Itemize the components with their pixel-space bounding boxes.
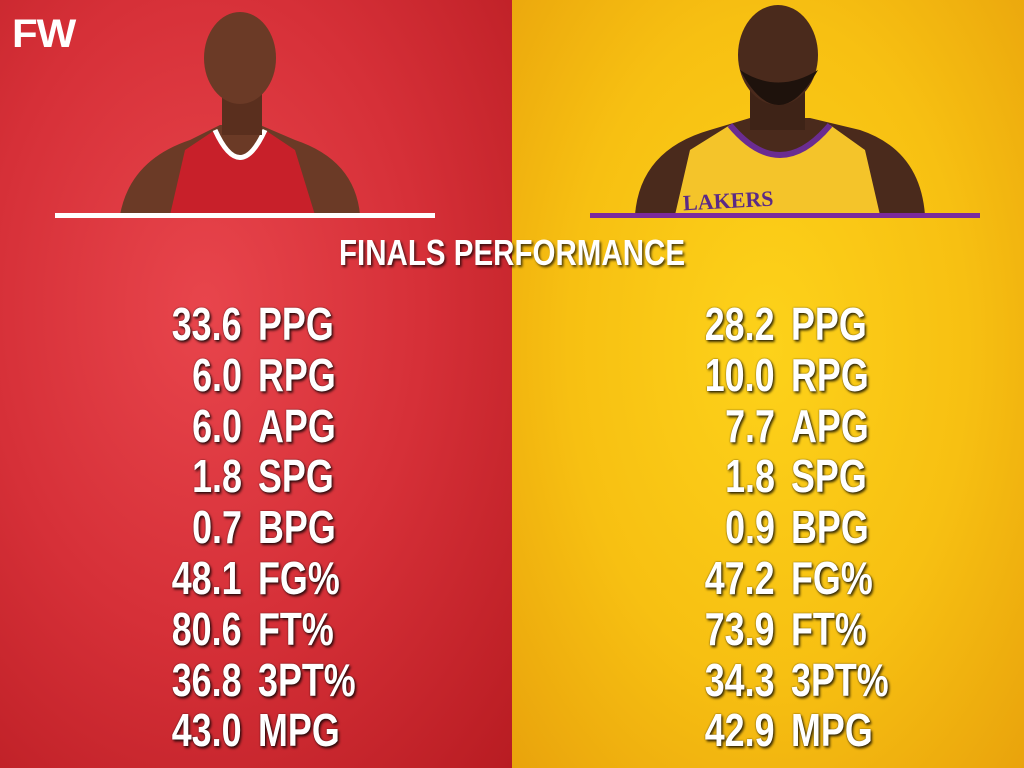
stat-value: 10.0	[705, 348, 775, 401]
right-player-photo	[635, 5, 925, 215]
right-stat-row: 1.8 SPG	[0, 450, 867, 503]
stat-value: 42.9	[705, 704, 775, 757]
stat-value: 80.6	[172, 602, 242, 655]
left-stat-row: 43.0 MPG	[0, 704, 340, 757]
stat-value: 43.0	[172, 704, 242, 757]
left-player-photo	[120, 12, 360, 215]
stat-label: FG%	[791, 552, 873, 604]
stat-label: SPG	[258, 450, 334, 503]
stat-value: 6.0	[192, 348, 242, 401]
stat-value: 28.2	[705, 298, 775, 350]
left-stat-row: 33.6 PPG	[0, 298, 334, 350]
right-stat-row: 34.3 3PT%	[0, 653, 889, 706]
left-stat-row: 6.0 RPG	[0, 348, 336, 401]
stat-label: FT%	[258, 602, 334, 655]
right-stat-row: 73.9 FT%	[0, 602, 867, 655]
right-stat-row: 28.2 PPG	[0, 298, 867, 350]
page-title-text: FINALS PERFORMANCE	[338, 232, 686, 273]
stat-value: 73.9	[705, 602, 775, 655]
stat-value: 47.2	[705, 552, 775, 604]
stat-label: RPG	[258, 348, 336, 401]
stat-label: MPG	[258, 704, 340, 757]
right-stat-row: 47.2 FG%	[0, 552, 873, 604]
stat-label: BPG	[258, 501, 336, 554]
stat-label: MPG	[791, 704, 873, 757]
stat-value: 6.0	[192, 399, 242, 452]
right-stat-row: 7.7 APG	[0, 399, 869, 452]
jersey-lettering: LAKERS	[682, 185, 774, 216]
stat-value: 1.8	[192, 450, 242, 503]
stat-label: SPG	[791, 450, 867, 503]
stat-value: 7.7	[725, 399, 775, 452]
left-divider-line	[55, 213, 435, 218]
left-stat-row: 6.0 APG	[0, 399, 336, 452]
stat-label: 3PT%	[258, 653, 356, 706]
stat-value: 0.9	[725, 501, 775, 554]
stat-label: PPG	[791, 298, 867, 350]
stat-label: 3PT%	[791, 653, 889, 706]
right-stat-row: 42.9 MPG	[0, 704, 873, 757]
right-stat-row: 10.0 RPG	[0, 348, 869, 401]
left-stat-row: 0.7 BPG	[0, 501, 336, 554]
left-stat-row: 48.1 FG%	[0, 552, 340, 604]
stat-label: APG	[791, 399, 869, 452]
stat-label: BPG	[791, 501, 869, 554]
stat-label: APG	[258, 399, 336, 452]
right-divider-line	[590, 213, 980, 218]
stat-value: 33.6	[172, 298, 242, 350]
stat-value: 34.3	[705, 653, 775, 706]
page-title: FINALS PERFORMANCE	[0, 232, 1024, 274]
stat-value: 1.8	[725, 450, 775, 503]
stat-label: FG%	[258, 552, 340, 604]
left-stat-row: 1.8 SPG	[0, 450, 334, 503]
stat-label: PPG	[258, 298, 334, 350]
right-stat-row: 0.9 BPG	[0, 501, 869, 554]
stat-value: 36.8	[172, 653, 242, 706]
stat-label: FT%	[791, 602, 867, 655]
stat-label: RPG	[791, 348, 869, 401]
left-stat-row: 80.6 FT%	[0, 602, 334, 655]
stat-value: 0.7	[192, 501, 242, 554]
left-stat-row: 36.8 3PT%	[0, 653, 356, 706]
brand-logo: FW	[12, 12, 76, 56]
stat-value: 48.1	[172, 552, 242, 604]
